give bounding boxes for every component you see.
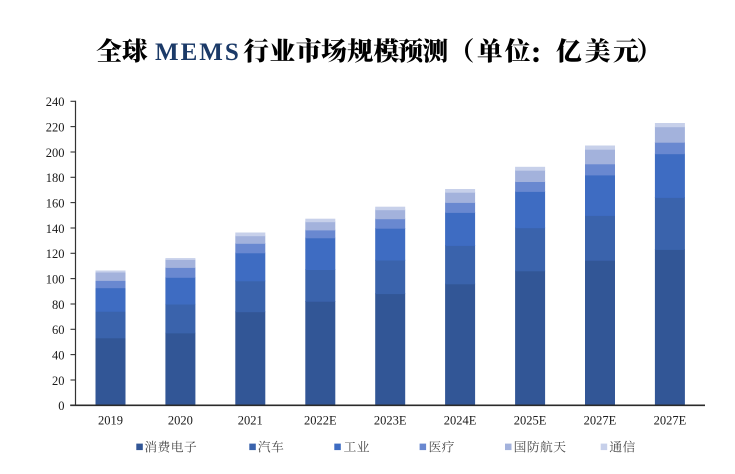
svg-text:2022E: 2022E [304, 414, 337, 428]
svg-text:240: 240 [46, 95, 65, 109]
svg-text:0: 0 [58, 399, 64, 413]
svg-text:80: 80 [52, 298, 65, 312]
svg-text:160: 160 [46, 196, 65, 210]
svg-text:MEMS: MEMS [155, 39, 241, 66]
svg-text:100: 100 [46, 272, 65, 286]
svg-text:60: 60 [52, 323, 65, 337]
svg-text:2025E: 2025E [514, 414, 547, 428]
svg-text:20: 20 [52, 374, 65, 388]
svg-text:180: 180 [46, 171, 65, 185]
svg-text:120: 120 [46, 247, 65, 261]
svg-text:220: 220 [46, 120, 65, 134]
svg-text:2021: 2021 [238, 414, 263, 428]
svg-text:140: 140 [46, 222, 65, 236]
svg-text:2020: 2020 [168, 414, 193, 428]
svg-text:200: 200 [46, 146, 65, 160]
svg-text:2023E: 2023E [374, 414, 407, 428]
svg-text:2027E: 2027E [654, 414, 687, 428]
svg-text:40: 40 [52, 348, 65, 362]
svg-text:2019: 2019 [98, 414, 123, 428]
svg-text:2027E: 2027E [584, 414, 617, 428]
svg-text:2024E: 2024E [444, 414, 477, 428]
